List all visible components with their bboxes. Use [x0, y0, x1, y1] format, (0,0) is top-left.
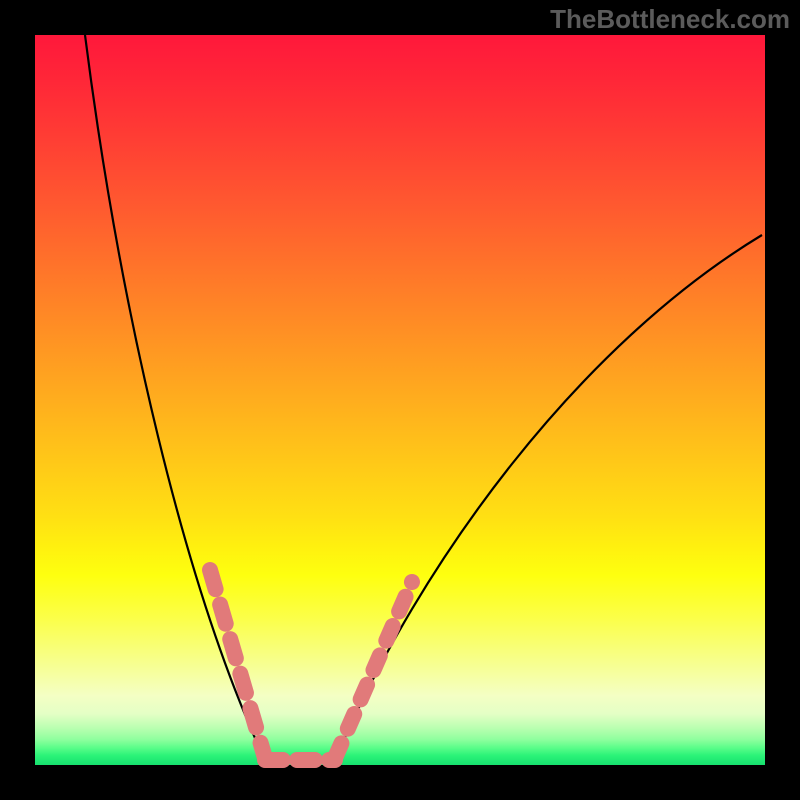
bottleneck-chart: [0, 0, 800, 800]
watermark-text: TheBottleneck.com: [550, 4, 790, 35]
plot-background: [35, 35, 765, 765]
